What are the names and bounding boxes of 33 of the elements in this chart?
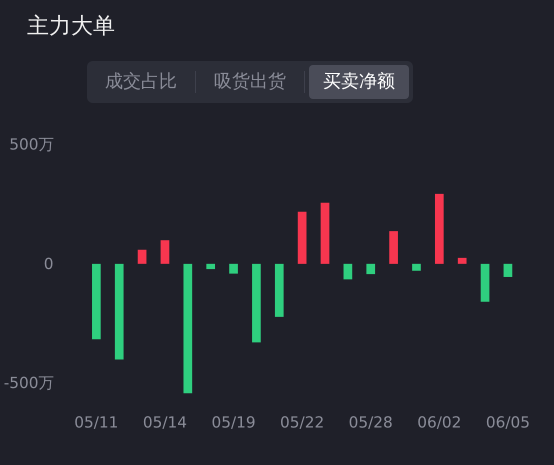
bar xyxy=(434,194,444,264)
text: 吸货出货 xyxy=(213,70,287,94)
bar xyxy=(183,264,192,394)
bar xyxy=(412,264,421,271)
bar xyxy=(458,258,467,264)
bar xyxy=(160,240,170,264)
bar xyxy=(366,264,376,274)
bar xyxy=(138,250,146,264)
chart-title: 主力大单 xyxy=(27,13,115,41)
x-tick-label: 05/22 xyxy=(280,414,324,432)
x-tick-label: 06/05 xyxy=(486,414,530,432)
y-tick-label: -500万 xyxy=(4,374,54,392)
bar xyxy=(504,264,512,277)
x-tick-label: 05/11 xyxy=(74,414,118,432)
bar xyxy=(92,264,101,340)
x-tick-label: 06/02 xyxy=(417,414,462,432)
bar xyxy=(252,264,261,342)
text: 成交占比 xyxy=(104,70,178,94)
bar xyxy=(344,264,352,280)
x-tick-label: 05/14 xyxy=(142,414,188,432)
bar xyxy=(480,264,490,302)
y-tick-label: 0 xyxy=(44,254,54,273)
bar xyxy=(206,264,216,270)
bar xyxy=(274,264,284,317)
bar xyxy=(298,212,306,264)
bar xyxy=(229,264,238,274)
text: 买卖净额 xyxy=(309,65,409,99)
bar xyxy=(389,231,398,264)
bar xyxy=(114,264,124,360)
y-tick-label: 500万 xyxy=(9,136,54,154)
x-tick-label: 05/19 xyxy=(211,414,256,432)
bar xyxy=(320,202,330,264)
x-tick-label: 05/28 xyxy=(348,414,393,432)
